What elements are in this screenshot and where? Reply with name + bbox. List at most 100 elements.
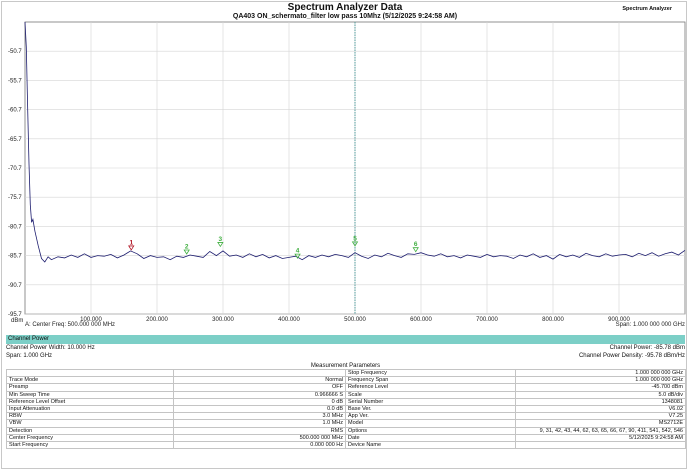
param-name-cell: VBW	[6, 419, 174, 428]
param-value-cell: -45.700 dBm	[515, 383, 686, 392]
table-row: Center Frequency 500.000 000 MHz Date 5/12/…	[6, 433, 686, 442]
y-tick-label: -95.7	[8, 312, 22, 318]
marker-1-symbol	[128, 245, 135, 251]
param-value-cell: 5/12/2025 9:24:58 AM	[515, 433, 686, 442]
param-name-cell: Frequency Span	[345, 376, 516, 385]
param-name-cell: Date	[345, 433, 516, 442]
channel-power-width: Channel Power Width: 10.000 Hz	[6, 345, 95, 351]
param-value-cell: V7.25	[515, 412, 686, 421]
param-name-cell: App Ver.	[345, 412, 516, 421]
param-name-cell: Detection	[6, 426, 174, 435]
param-name-cell: Reference Level	[345, 383, 516, 392]
marker-2-label: 2	[185, 244, 189, 251]
param-name-cell: RBW	[6, 412, 174, 421]
y-tick-label: -55.7	[8, 78, 22, 84]
marker-group: 1 2 3 4 5 6	[128, 235, 419, 259]
param-value-cell: 500.000 000 MHz	[173, 433, 346, 442]
param-name-cell: Start Frequency	[6, 440, 174, 450]
param-value-cell: 5.0 dB/div	[515, 390, 686, 399]
spectrum-chart: 1 2 3 4 5 6 -50.7 -55.7 -60.7 -65.7 -70.7 -75.7 -80…	[8, 21, 686, 328]
report-title: Spectrum Analyzer Data	[287, 2, 403, 13]
channel-power-value: Channel Power: -85.78 dBm	[609, 345, 685, 351]
app-badge: Spectrum Analyzer	[622, 6, 672, 12]
y-tick-label: -85.7	[8, 254, 22, 260]
param-value-cell: 0.0 dB	[173, 404, 346, 414]
table-row: Trace Mode Normal Frequency Span 1.000 000 …	[6, 376, 686, 385]
param-name-cell: Trace Mode	[6, 376, 174, 385]
channel-power-row-1: Channel Power Width: 10.000 Hz Channel P…	[6, 344, 685, 352]
span-label: Span: 1.000 000 000 GHz	[616, 322, 685, 328]
channel-power-density: Channel Power Density: -95.78 dBm/Hz	[578, 353, 685, 359]
table-row: Stop Frequency 1.000 000 000 GHz	[6, 368, 686, 378]
x-tick-label: 500.000	[344, 317, 366, 323]
marker-3-symbol	[217, 242, 224, 248]
table-row: Detection RMS Options 9, 31, 42, 43, 44, 62…	[6, 426, 686, 435]
param-name-cell: Stop Frequency	[345, 368, 516, 378]
param-name-cell	[6, 368, 174, 378]
marker-2-symbol	[183, 249, 190, 255]
param-name-cell: Base Ver.	[345, 404, 516, 414]
param-value-cell: 1.000 000 000 GHz	[515, 376, 686, 385]
param-name-cell: Center Frequency	[6, 433, 174, 442]
y-axis-unit: dBm	[11, 318, 23, 324]
param-name-cell: Device Name	[345, 440, 516, 450]
param-value-cell: Normal	[173, 376, 346, 385]
y-tick-label: -65.7	[8, 137, 22, 143]
y-tick-label: -60.7	[8, 108, 22, 114]
table-row: RBW 3.0 MHz App Ver. V7.25	[6, 412, 686, 421]
channel-span: Span: 1.000 GHz	[6, 353, 53, 359]
param-value-cell	[173, 368, 346, 378]
marker-6-symbol	[412, 247, 419, 253]
marker-4-label: 4	[296, 248, 300, 255]
param-value-cell: 9, 31, 42, 43, 44, 62, 63, 65, 66, 67, 9…	[515, 426, 686, 435]
param-value-cell: OFF	[173, 383, 346, 392]
param-value-cell: V6.02	[515, 404, 686, 414]
param-name-cell: Preamp	[6, 383, 174, 392]
x-tick-label: 600.000	[410, 317, 432, 323]
param-value-cell: 1.0 MHz	[173, 419, 346, 428]
x-tick-label: 100.000	[80, 317, 102, 323]
center-freq-label: A: Center Freq: 500.000 000 MHz	[25, 322, 115, 328]
y-tick-label: -70.7	[8, 166, 22, 172]
param-value-cell: 0.000 000 Hz	[173, 440, 346, 450]
table-row: Reference Level Offset 0 dB Serial Number 1…	[6, 397, 686, 406]
param-value-cell: MS2712E	[515, 419, 686, 428]
marker-4-symbol	[294, 253, 301, 259]
table-row: Start Frequency 0.000 000 Hz Device Name	[6, 440, 686, 450]
x-tick-label: 200.000	[146, 317, 168, 323]
marker-6-label: 6	[414, 241, 418, 248]
x-tick-label: 700.000	[476, 317, 498, 323]
param-name-cell: Input Attenuation	[6, 404, 174, 414]
param-name-cell: Model	[345, 419, 516, 428]
y-tick-labels: -50.7 -55.7 -60.7 -65.7 -70.7 -75.7 -80.7 -85.7…	[8, 49, 22, 318]
x-tick-label: 800.000	[542, 317, 564, 323]
marker-3-label: 3	[219, 236, 223, 243]
param-name-cell: Serial Number	[345, 397, 516, 406]
param-name-cell: Scale	[345, 390, 516, 399]
param-name-cell: Options	[345, 426, 516, 435]
report-subtitle: QA403 ON_schermato_filter low pass 10Mhz…	[232, 13, 458, 20]
channel-power-header: Channel Power	[6, 335, 685, 344]
spectrum-trace	[24, 21, 686, 263]
param-name-cell: Reference Level Offset	[6, 397, 174, 406]
measurement-parameters-table: Stop Frequency 1.000 000 000 GHz Trace Mod…	[6, 368, 686, 450]
param-value-cell: 1348081	[515, 397, 686, 406]
measurement-parameters-title: Measurement Parameters	[310, 363, 381, 369]
param-value-cell	[515, 440, 686, 450]
param-value-cell: RMS	[173, 426, 346, 435]
x-tick-label: 400.000	[278, 317, 300, 323]
marker-5-label: 5	[353, 235, 357, 242]
y-tick-label: -50.7	[8, 49, 22, 55]
table-row: Input Attenuation 0.0 dB Base Ver. V6.02	[6, 404, 686, 414]
y-tick-label: -90.7	[8, 283, 22, 289]
table-row: VBW 1.0 MHz Model MS2712E	[6, 419, 686, 428]
x-tick-label: 900.000	[608, 317, 630, 323]
y-tick-label: -75.7	[8, 195, 22, 201]
param-name-cell: Min Sweep Time	[6, 390, 174, 399]
x-tick-label: 300.000	[212, 317, 234, 323]
param-value-cell: 3.0 MHz	[173, 412, 346, 421]
marker-1-label: 1	[129, 239, 133, 246]
x-tick-labels: 100.000 200.000 300.000 400.000 500.000 600.0…	[80, 317, 630, 323]
param-value-cell: 1.000 000 000 GHz	[515, 368, 686, 378]
